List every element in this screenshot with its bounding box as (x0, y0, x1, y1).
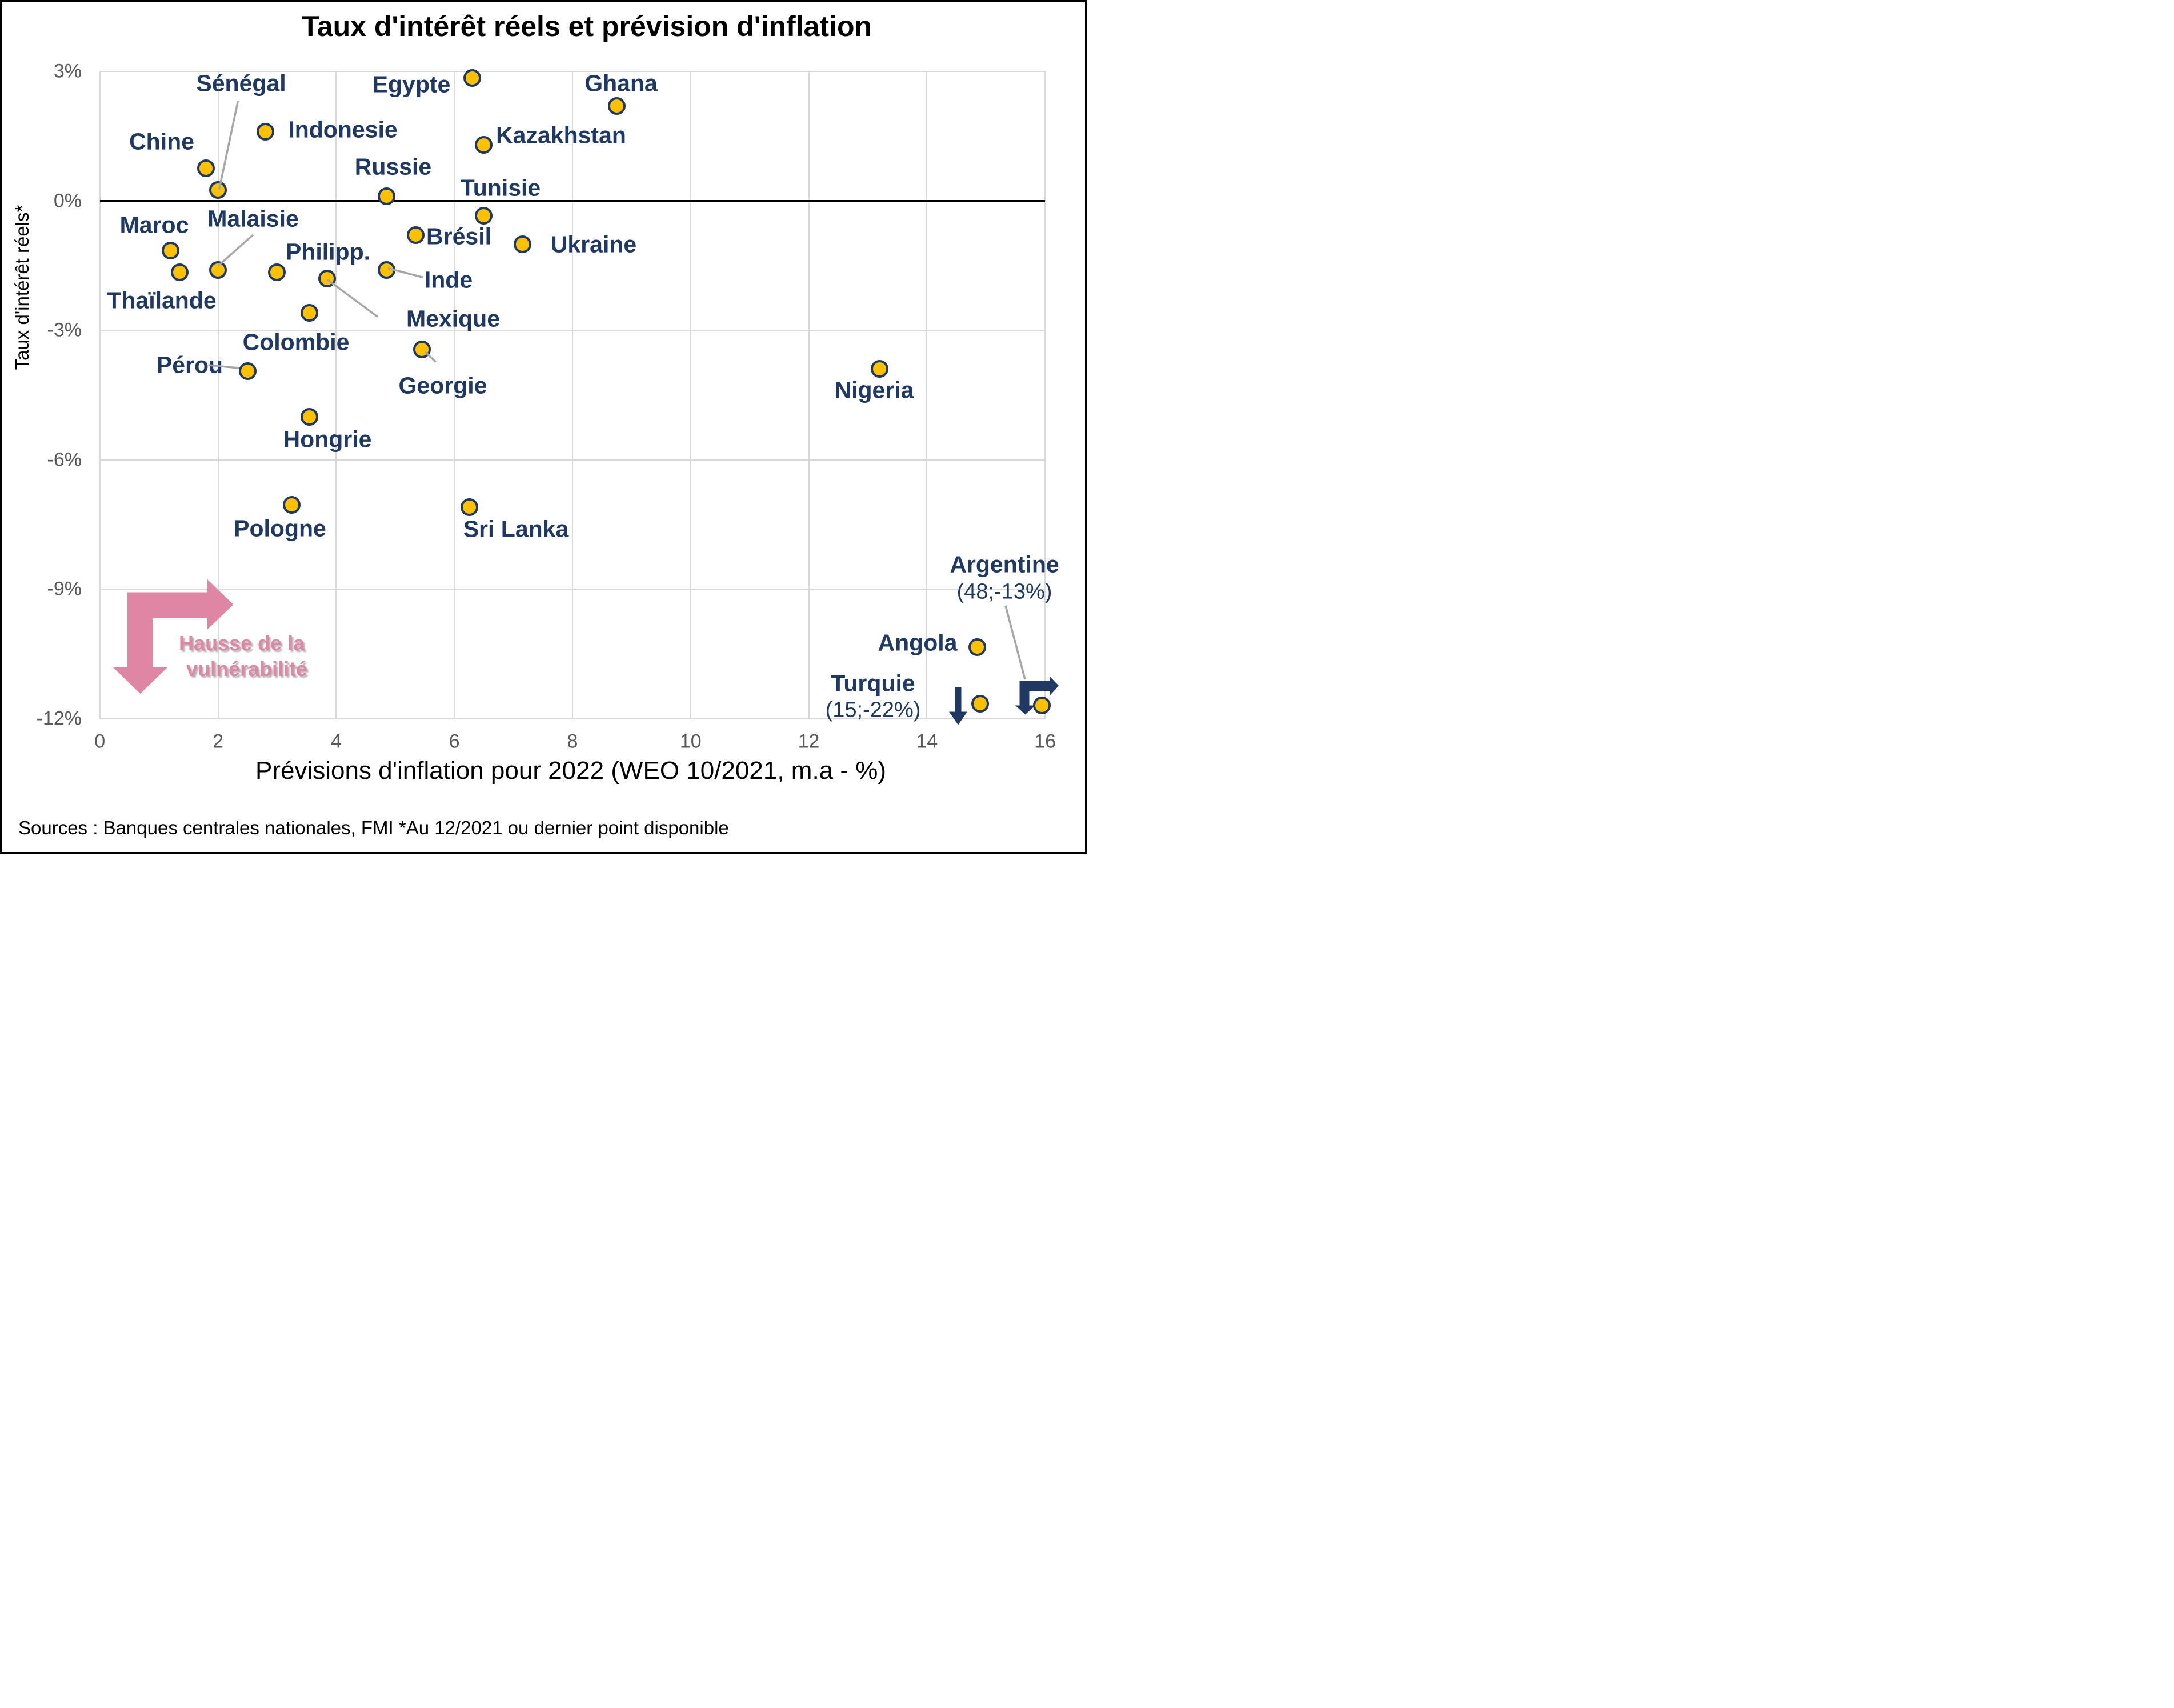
chart-figure: Taux d'intérêt réels et prévision d'infl… (0, 0, 1087, 854)
x-tick-label-2: 2 (213, 730, 224, 753)
y-tick-label--3: -3% (47, 319, 82, 341)
x-tick-label-14: 14 (916, 730, 938, 753)
data-point-Colombie (301, 304, 319, 322)
data-point-Tunisie (475, 207, 493, 225)
point-label-Inde: Inde (424, 266, 473, 293)
x-tick-label-12: 12 (798, 730, 820, 753)
gridline-x-16 (1044, 71, 1046, 719)
gridline-y--6 (99, 459, 1046, 461)
data-point-Angola (968, 638, 986, 657)
y-tick-label-0: 0% (53, 190, 82, 211)
data-point-Russie (377, 187, 395, 206)
point-label-Tunisie: Tunisie (460, 174, 541, 201)
gridline-x-14 (926, 71, 928, 719)
point-label-Colombie: Colombie (242, 329, 350, 355)
data-point-Philipp. (268, 263, 286, 281)
data-point-Inde (377, 261, 395, 279)
point-label-Georgie: Georgie (398, 372, 487, 399)
x-tick-label-10: 10 (679, 730, 702, 753)
data-point-Sri Lanka (460, 498, 478, 517)
gridline-x-2 (217, 71, 219, 719)
point-label-Pologne: Pologne (234, 515, 326, 542)
gridline-y-3 (99, 71, 1046, 72)
y-axis-title: Taux d'intérêt réels* (11, 205, 33, 370)
data-point-Sénégal (209, 181, 227, 199)
point-label-Maroc: Maroc (119, 211, 189, 238)
x-tick-label-0: 0 (94, 730, 106, 753)
data-point-Ukraine (513, 235, 531, 253)
data-point-Maroc (162, 241, 180, 259)
gridline-x-8 (571, 71, 573, 719)
point-label-Philipp.: Philipp. (285, 238, 371, 265)
gridline-y--9 (99, 589, 1046, 590)
point-label-Chine: Chine (129, 128, 194, 155)
x-tick-label-6: 6 (449, 730, 460, 753)
point-label-Angola: Angola (878, 629, 958, 656)
y-tick-label-3: 3% (53, 60, 82, 82)
point-label-Brésil: Brésil (426, 223, 491, 250)
data-point-Georgie (413, 341, 431, 359)
point-label-Egypte: Egypte (372, 71, 451, 98)
data-point-Mexique (318, 269, 337, 287)
gridline-y--3 (99, 330, 1046, 331)
data-point-Malaisie (209, 261, 227, 279)
point-label-Kazakhstan: Kazakhstan (496, 122, 626, 149)
point-note-Argentine: (48;-13%) (956, 579, 1052, 604)
zero-axis-line (99, 199, 1046, 202)
point-note-Turquie: (15;-22%) (825, 698, 921, 722)
y-tick-label--6: -6% (47, 449, 82, 470)
data-point-Nigeria (871, 360, 889, 378)
x-tick-label-16: 16 (1034, 730, 1056, 753)
data-point-Ghana (608, 97, 626, 115)
data-point-Chine (197, 159, 215, 178)
data-point-Egypte (463, 69, 481, 87)
data-point-Hongrie (301, 407, 319, 426)
chart-title: Taux d'intérêt réels et prévision d'infl… (301, 10, 872, 42)
data-point-Pérou (238, 362, 257, 381)
callout-line-Argentine (1004, 605, 1026, 680)
data-point-Thaïlande (170, 263, 189, 281)
point-label-Russie: Russie (354, 153, 432, 180)
x-tick-label-4: 4 (330, 730, 342, 753)
vulnerability-note-line1: Hausse de la (178, 631, 305, 655)
point-label-Hongrie: Hongrie (283, 426, 372, 453)
point-label-Turquie: Turquie (831, 670, 915, 697)
point-label-Nigeria: Nigeria (834, 377, 914, 403)
point-label-Sénégal: Sénégal (196, 70, 286, 97)
data-point-Brésil (407, 226, 425, 245)
callout-line-Sénégal (218, 101, 239, 190)
data-point-Turquie (971, 694, 989, 713)
gridline-x-10 (690, 71, 691, 719)
point-label-Thaïlande: Thaïlande (107, 287, 217, 314)
turkey-offscale-down-arrow-icon (949, 687, 967, 725)
gridline-x-0 (99, 71, 101, 719)
data-point-Argentine (1033, 697, 1051, 715)
point-label-Indonesie: Indonesie (288, 116, 398, 143)
point-label-Ukraine: Ukraine (550, 231, 637, 258)
point-label-Argentine: Argentine (950, 551, 1059, 578)
vulnerability-note-line2: vulnérabilité (186, 657, 308, 681)
source-note: Sources : Banques centrales nationales, … (18, 817, 729, 838)
point-label-Mexique: Mexique (406, 305, 501, 332)
gridline-x-6 (454, 71, 455, 719)
y-tick-label--12: -12% (36, 707, 82, 729)
data-point-Indonesie (256, 123, 274, 141)
y-tick-label--9: -9% (47, 578, 82, 600)
point-label-Malaisie: Malaisie (207, 205, 299, 232)
data-point-Pologne (283, 496, 301, 514)
point-label-Sri Lanka: Sri Lanka (463, 515, 569, 542)
gridline-y--12 (99, 718, 1046, 719)
x-axis-title: Prévisions d'inflation pour 2022 (WEO 10… (255, 757, 887, 785)
point-label-Pérou: Pérou (156, 351, 223, 378)
point-label-Ghana: Ghana (584, 70, 658, 97)
callout-line-Malaisie (217, 234, 254, 267)
gridline-x-12 (808, 71, 810, 719)
x-tick-label-8: 8 (567, 730, 578, 753)
gridline-x-4 (335, 71, 337, 719)
callout-line-Mexique (326, 278, 379, 318)
data-point-Kazakhstan (475, 135, 493, 154)
